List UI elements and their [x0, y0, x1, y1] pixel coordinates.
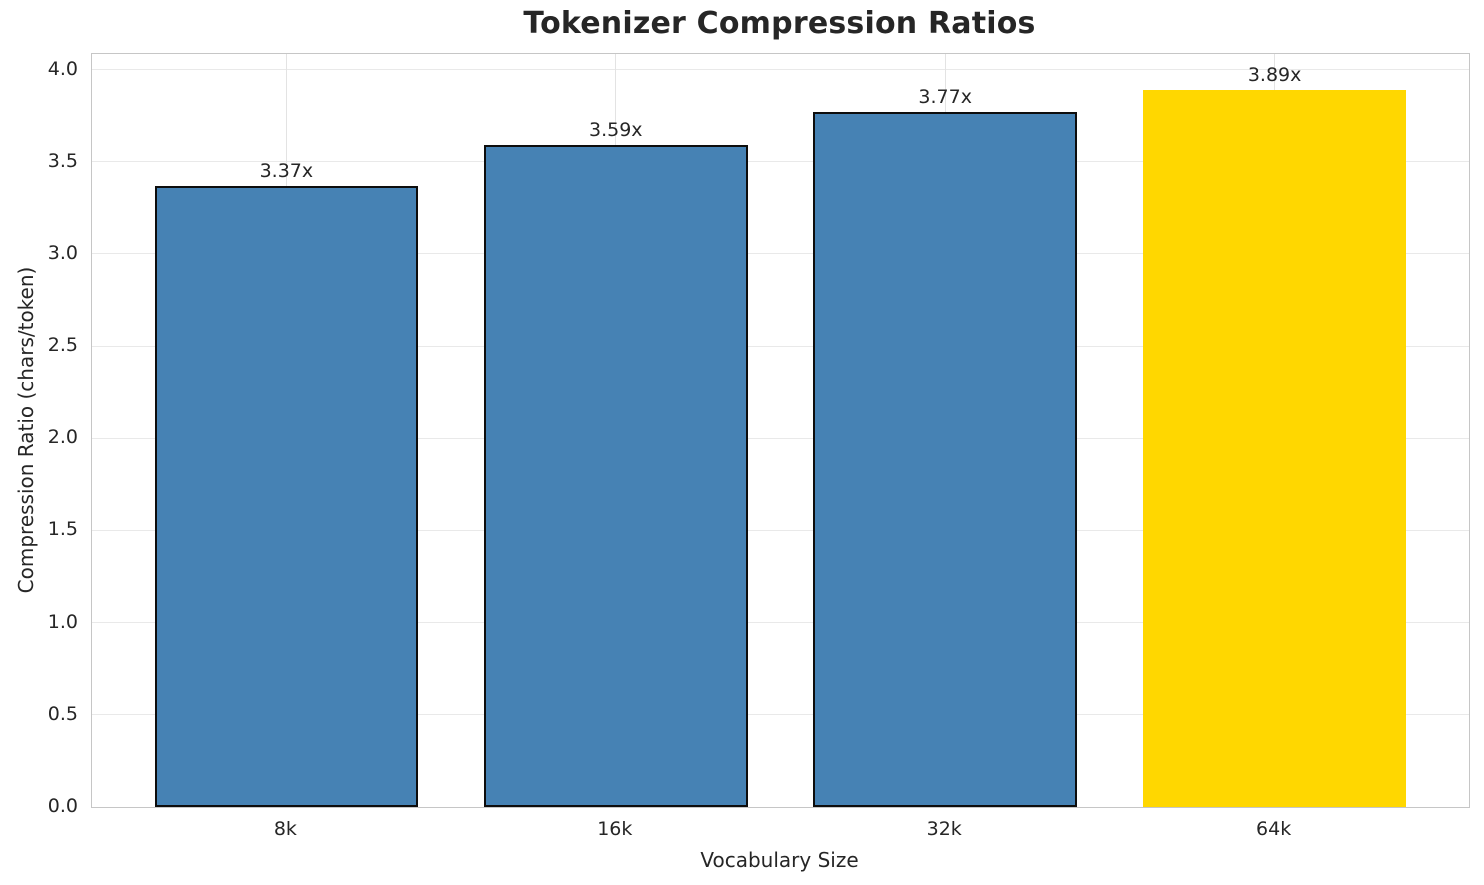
y-tick-label: 3.0 [47, 241, 78, 264]
y-tick-label: 0.5 [47, 702, 78, 725]
y-tick-label: 1.5 [47, 518, 78, 541]
gridline-horizontal [92, 69, 1469, 71]
y-axis-label: Compression Ratio (chars/token) [14, 266, 38, 594]
bar-value-label: 3.59x [589, 119, 643, 142]
bar-16k [484, 145, 748, 807]
bar-value-label: 3.37x [259, 159, 314, 182]
gridline-horizontal [92, 253, 1469, 255]
x-tick-label-64k: 64k [1256, 818, 1292, 840]
x-tick-label-32k: 32k [926, 818, 962, 840]
chart-title: Tokenizer Compression Ratios [523, 6, 1036, 41]
bar-8k [154, 185, 419, 807]
gridline-horizontal [92, 161, 1469, 163]
bar-64k [1142, 89, 1407, 807]
gridline-horizontal [92, 529, 1469, 531]
bar-32k [813, 111, 1077, 807]
y-tick-label: 0.0 [47, 795, 78, 817]
x-tick-label-16k: 16k [597, 818, 633, 840]
gridline-horizontal [92, 345, 1469, 347]
bar-value-label: 3.77x [918, 85, 972, 108]
x-tick-label-8k: 8k [273, 818, 297, 840]
y-tick-label: 1.0 [47, 610, 78, 633]
y-tick-label: 3.5 [47, 149, 78, 172]
plot-area: 3.37x 3.59x 3.77x 3.89x [91, 53, 1470, 808]
gridline-horizontal [92, 714, 1469, 716]
x-axis-label: Vocabulary Size [700, 848, 859, 872]
gridline-horizontal [92, 437, 1469, 439]
y-tick-label: 2.5 [47, 334, 78, 357]
y-tick-label: 2.0 [47, 426, 78, 449]
gridline-horizontal [92, 622, 1469, 624]
bar-value-label: 3.89x [1247, 63, 1302, 86]
y-tick-label: 4.0 [47, 57, 78, 80]
